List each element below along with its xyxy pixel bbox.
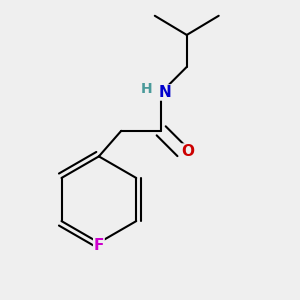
Text: H: H [141, 82, 153, 96]
Text: O: O [181, 144, 194, 159]
Text: F: F [94, 238, 104, 253]
Text: N: N [159, 85, 171, 100]
